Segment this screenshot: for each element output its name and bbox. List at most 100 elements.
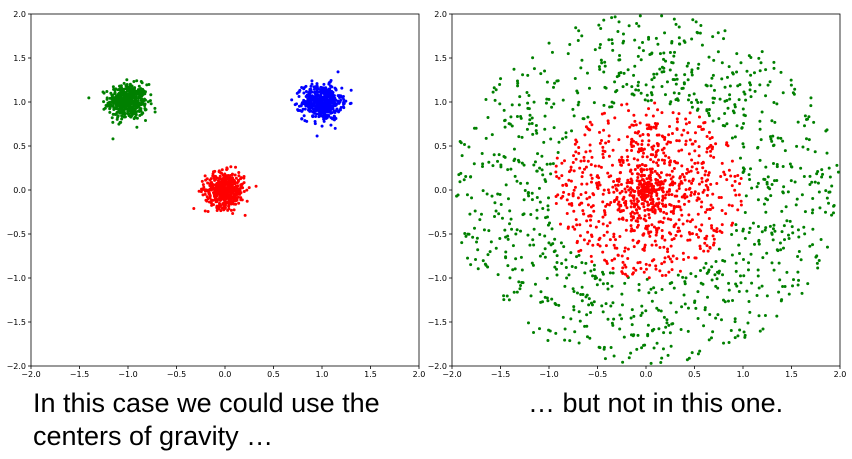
data-point bbox=[672, 166, 676, 170]
data-point bbox=[654, 243, 658, 247]
data-point bbox=[635, 225, 639, 229]
data-point bbox=[810, 180, 814, 184]
data-point bbox=[775, 102, 779, 106]
data-point bbox=[534, 123, 538, 127]
data-point bbox=[516, 84, 520, 88]
data-point bbox=[684, 142, 688, 146]
data-point bbox=[572, 290, 576, 294]
data-point bbox=[620, 103, 624, 107]
data-point bbox=[685, 195, 689, 199]
data-point bbox=[567, 178, 571, 182]
data-point bbox=[652, 72, 656, 76]
data-point bbox=[207, 200, 211, 204]
data-point bbox=[667, 133, 671, 137]
data-point bbox=[718, 229, 722, 233]
data-point bbox=[484, 136, 488, 140]
data-point bbox=[213, 198, 217, 202]
data-point bbox=[659, 209, 663, 213]
data-point bbox=[562, 190, 566, 194]
data-point bbox=[539, 72, 543, 76]
data-point bbox=[672, 286, 676, 290]
data-point bbox=[589, 163, 593, 167]
data-point bbox=[659, 309, 663, 313]
data-point bbox=[727, 168, 731, 172]
data-point bbox=[611, 271, 615, 275]
data-point bbox=[729, 174, 733, 178]
data-point bbox=[585, 182, 589, 186]
data-point bbox=[770, 119, 774, 123]
data-point bbox=[686, 306, 690, 310]
data-point bbox=[806, 147, 810, 151]
data-point bbox=[649, 170, 653, 174]
data-point bbox=[737, 98, 741, 102]
data-point bbox=[484, 98, 488, 102]
data-point bbox=[122, 81, 126, 85]
data-point bbox=[808, 174, 812, 178]
data-point bbox=[573, 330, 577, 334]
data-point bbox=[587, 214, 591, 218]
data-point bbox=[816, 266, 820, 270]
data-point bbox=[757, 314, 761, 318]
data-point bbox=[633, 38, 637, 42]
data-point bbox=[617, 177, 621, 181]
data-point bbox=[309, 104, 313, 108]
data-point bbox=[302, 87, 306, 91]
data-point bbox=[560, 174, 564, 178]
data-point bbox=[690, 232, 694, 236]
data-point bbox=[602, 233, 606, 237]
data-point bbox=[576, 38, 580, 42]
data-point bbox=[735, 52, 739, 56]
y-tick-label: 2.0 bbox=[13, 10, 26, 19]
data-point bbox=[832, 204, 836, 208]
data-point bbox=[653, 122, 657, 126]
data-point bbox=[653, 101, 657, 105]
data-point bbox=[672, 54, 676, 58]
data-point bbox=[586, 159, 590, 163]
data-point bbox=[696, 100, 700, 104]
data-point bbox=[218, 185, 222, 189]
data-point bbox=[632, 333, 636, 337]
data-point bbox=[669, 301, 673, 305]
data-point bbox=[705, 208, 709, 212]
data-point bbox=[492, 153, 496, 157]
data-point bbox=[730, 159, 734, 163]
data-point bbox=[652, 76, 656, 80]
data-point bbox=[502, 294, 506, 298]
data-point bbox=[117, 96, 121, 100]
data-point bbox=[320, 97, 324, 101]
data-point bbox=[787, 292, 791, 296]
y-tick-label: −2.0 bbox=[428, 362, 447, 371]
data-point bbox=[615, 179, 619, 183]
data-point bbox=[236, 195, 240, 199]
data-point bbox=[800, 291, 804, 295]
data-point bbox=[601, 200, 605, 204]
data-point bbox=[598, 183, 602, 187]
data-point bbox=[709, 336, 713, 340]
data-point bbox=[661, 347, 665, 351]
data-point bbox=[342, 97, 346, 101]
data-point bbox=[580, 182, 584, 186]
data-point bbox=[671, 175, 675, 179]
data-point bbox=[688, 232, 692, 236]
data-point bbox=[666, 353, 670, 357]
data-point bbox=[679, 208, 683, 212]
data-point bbox=[608, 238, 612, 242]
data-point bbox=[583, 133, 587, 137]
data-point bbox=[580, 58, 584, 62]
data-point bbox=[686, 255, 690, 259]
data-point bbox=[770, 139, 774, 143]
data-point bbox=[561, 183, 565, 187]
data-point bbox=[749, 167, 753, 171]
data-point bbox=[586, 203, 590, 207]
data-point bbox=[626, 155, 630, 159]
data-point bbox=[696, 212, 700, 216]
data-point bbox=[242, 189, 246, 193]
data-point bbox=[830, 213, 834, 217]
data-point bbox=[743, 335, 747, 339]
data-point bbox=[639, 267, 643, 271]
data-point bbox=[721, 258, 725, 262]
data-point bbox=[674, 73, 678, 77]
data-point bbox=[310, 79, 314, 83]
series-points-0 bbox=[87, 78, 157, 141]
data-point bbox=[609, 346, 613, 350]
